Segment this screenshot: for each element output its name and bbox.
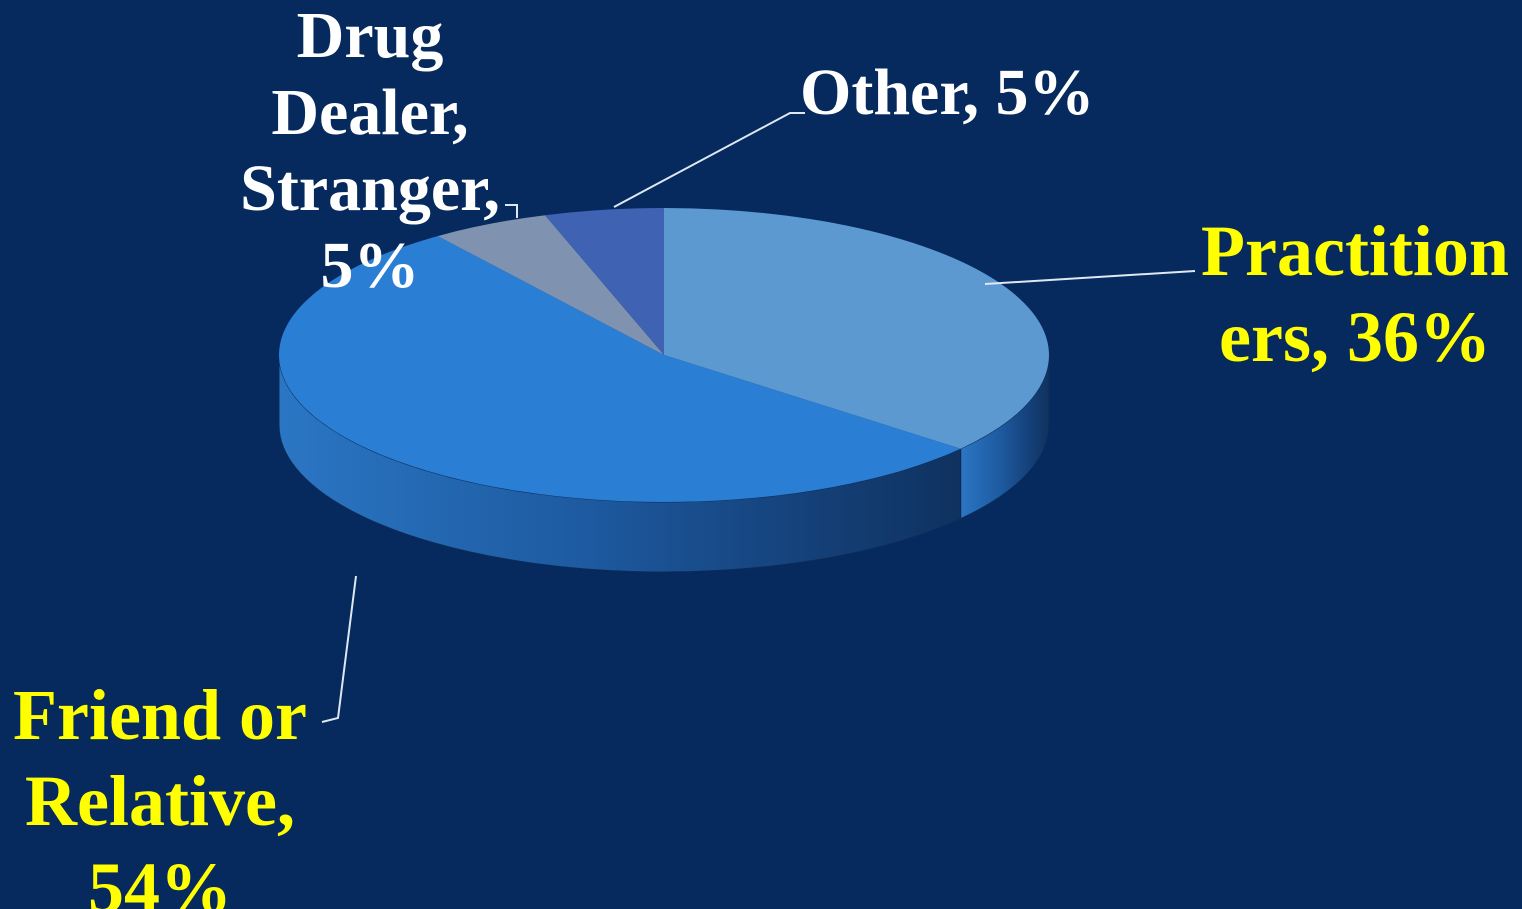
pie-slice-practitioners [664,208,1049,449]
slice-label-practitioners: Practition ers, 36% [1201,211,1509,378]
pie-slice-drug-dealer-stranger [437,215,664,355]
pie-slice-other [545,208,664,355]
leader-line-other [613,112,805,208]
leader-line-drug-dealer-stranger [505,204,518,218]
pie-slice-friend-or-relative [278,236,961,503]
slice-label-other: Other, 5% [800,56,1095,129]
leader-line-friend-or-relative [321,575,357,723]
slice-label-friend-or-relative: Friend or Relative, 54% [13,675,307,909]
leader-line-practitioners [984,270,1196,285]
pie-top [278,208,1049,503]
slice-label-drug-dealer-stranger: Drug Dealer, Stranger, 5% [240,0,500,302]
pie-leader-lines [321,112,1196,723]
